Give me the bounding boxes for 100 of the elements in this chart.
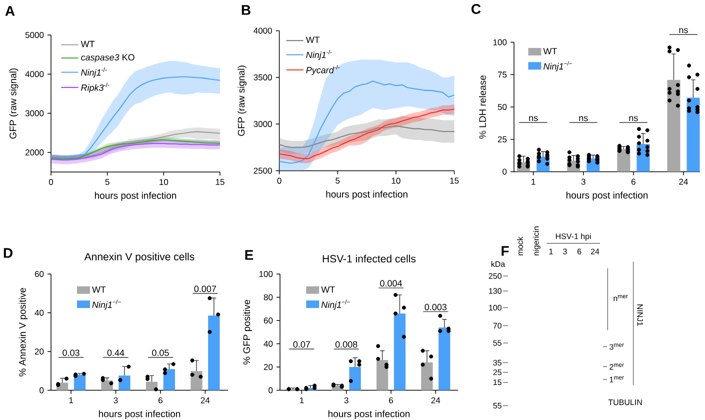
- text: 100: [489, 304, 502, 311]
- y-tick-label: 0: [40, 387, 44, 394]
- y-tick-label: 0: [268, 387, 273, 394]
- x-tick-label: 3: [114, 397, 118, 404]
- x-tick-label: 10: [160, 179, 168, 186]
- text: 24: [590, 248, 600, 254]
- y-axis-title: GFP (raw signal): [9, 68, 18, 139]
- x-axis-title: hours post infection: [328, 410, 410, 420]
- x-tick-label: 0: [277, 178, 282, 184]
- y-tick-label: 2000: [25, 149, 44, 156]
- text: 130: [489, 288, 502, 294]
- x-axis-title: hours post infection: [326, 190, 408, 200]
- text: 3$^{mer}$: [609, 344, 624, 350]
- text: B: [242, 5, 250, 15]
- y-tick-label: 40: [34, 310, 44, 316]
- text: NINJ1: [637, 304, 643, 326]
- x-tick-label: 24: [200, 397, 210, 404]
- y-axis-title: GFP (raw signal): [238, 66, 246, 136]
- y-axis-title: % LDH release: [478, 75, 486, 139]
- x-tick-label: 3: [581, 178, 586, 185]
- x-tick-label: 1: [532, 178, 536, 185]
- y-tick-label: 4000: [254, 28, 272, 34]
- text: F: [502, 246, 509, 256]
- legend-label: WT: [92, 286, 106, 293]
- text: 25: [493, 369, 502, 376]
- text: 2$^{mer}$: [610, 364, 624, 370]
- y-axis-title: % GFP positive: [243, 300, 252, 365]
- annotation: 0.07: [293, 341, 310, 348]
- y-tick-label: 40: [264, 340, 273, 347]
- y-tick-label: 5000: [25, 32, 44, 38]
- text: A: [5, 6, 15, 16]
- text: ns: [679, 28, 688, 34]
- y-tick-label: 20: [264, 364, 273, 370]
- legend-label: caspase3 KO: [81, 54, 134, 62]
- y-tick-label: 0: [502, 168, 507, 175]
- legend-label: Ninj1$^{−/−}$: [92, 300, 121, 310]
- annotation: 0.05: [152, 350, 169, 356]
- legend-label: Ninj1$^{−/−}$: [544, 61, 572, 72]
- x-tick-label: 6: [632, 178, 636, 185]
- x-tick-label: 10: [392, 178, 400, 184]
- text: E: [245, 250, 254, 260]
- y-tick-label: 4000: [25, 71, 44, 78]
- legend-label: Ripk3$^{-/-}$: [81, 82, 110, 93]
- y-tick-label: 3000: [25, 110, 44, 116]
- x-axis-title: hours post infection: [566, 192, 648, 200]
- annotation: 0.03: [62, 350, 80, 356]
- x-axis-title: hours post infection: [94, 192, 176, 201]
- x-tick-label: 6: [158, 397, 162, 404]
- y-tick-label: 3500: [254, 74, 272, 80]
- chart-title: HSV-1 infected cells: [322, 254, 416, 262]
- annotation: ns: [579, 116, 588, 122]
- x-tick-label: 6: [389, 397, 394, 404]
- x-tick-label: 24: [431, 397, 440, 404]
- text: TUBULIN: [608, 399, 642, 406]
- x-tick-label: 15: [216, 179, 224, 185]
- legend-label: Ninj1$^{−/−}$: [321, 300, 350, 310]
- x-tick-label: 0: [48, 179, 54, 186]
- text: 250: [488, 273, 502, 279]
- y-axis-title: % Annexin V positive: [18, 288, 28, 376]
- legend-label: WT: [80, 40, 95, 48]
- x-tick-label: 15: [450, 178, 459, 184]
- text: 70: [493, 322, 502, 329]
- legend-label: WT: [543, 48, 557, 54]
- y-tick-label: 100: [493, 39, 507, 46]
- text: 55: [493, 402, 502, 408]
- text: 6: [577, 248, 582, 254]
- text: 15: [494, 379, 502, 386]
- y-tick-label: 100: [259, 270, 273, 277]
- x-tick-label: 3: [344, 397, 348, 404]
- x-tick-label: 24: [679, 178, 688, 185]
- y-tick-label: 60: [264, 318, 273, 324]
- y-tick-label: 20: [34, 348, 44, 355]
- annotation: 0.007: [194, 286, 216, 292]
- legend-label: Ninj1$^{-/-}$: [306, 50, 332, 60]
- annotation: 0.004: [380, 280, 402, 287]
- legend-label: Pycard$^{-/-}$: [306, 65, 340, 76]
- y-tick-label: 25: [498, 136, 507, 142]
- text: 1: [549, 248, 553, 254]
- y-tick-label: 2500: [254, 168, 272, 174]
- text: HSV-1 hpi: [556, 233, 591, 241]
- y-tick-label: 80: [264, 294, 273, 300]
- text: 55: [493, 340, 502, 346]
- annotation: 0.44: [107, 350, 124, 356]
- text: nigericin: [532, 226, 540, 256]
- text: n$^{mer}$: [614, 294, 628, 302]
- y-tick-label: 50: [498, 104, 507, 110]
- x-axis-title: hours post infection: [98, 410, 180, 420]
- x-tick-label: 1: [69, 397, 73, 404]
- y-tick-label: 75: [498, 72, 507, 78]
- x-tick-label: 5: [105, 179, 110, 185]
- annotation: ns: [629, 116, 638, 122]
- x-tick-label: 1: [300, 397, 304, 404]
- y-tick-label: 3000: [254, 121, 272, 128]
- text: 1$^{mer}$: [610, 376, 624, 382]
- legend-label: WT: [321, 286, 335, 293]
- x-tick-label: 5: [336, 178, 340, 184]
- annotation: 0.008: [335, 341, 358, 348]
- text: C: [472, 4, 481, 14]
- text: D: [4, 248, 12, 258]
- text: mock: [517, 236, 523, 256]
